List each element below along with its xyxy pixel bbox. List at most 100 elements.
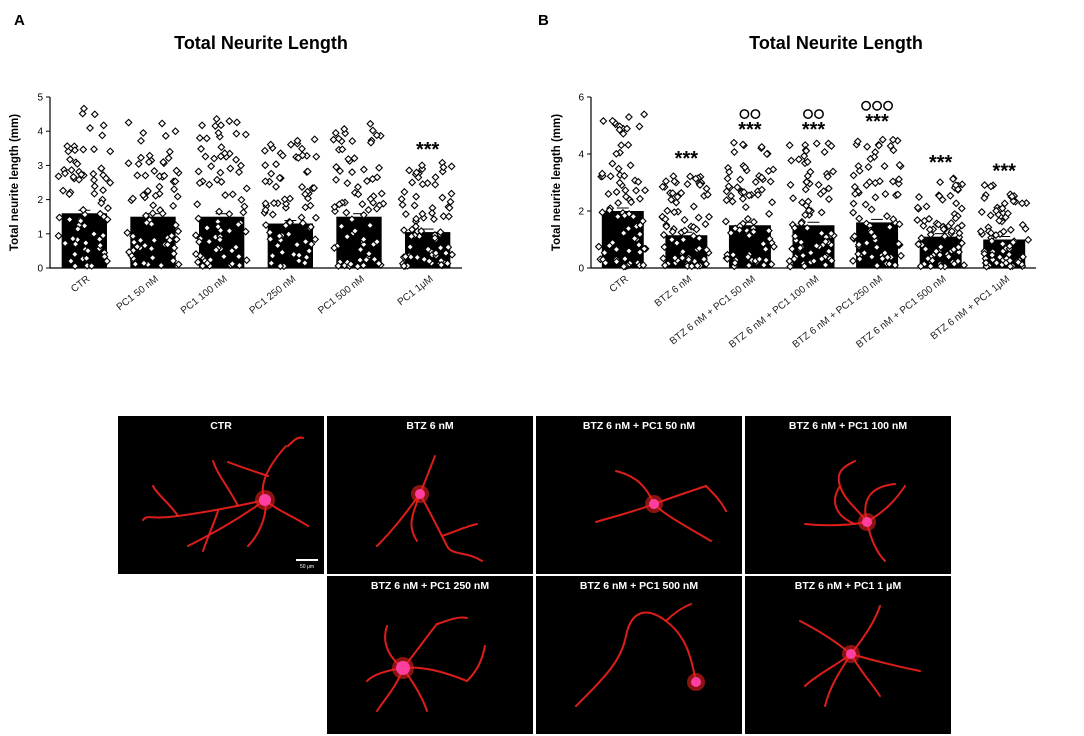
data-point [98,131,107,140]
y-tick-label: 4 [37,127,43,138]
data-point [151,191,160,200]
data-point [672,239,681,248]
data-point [634,177,643,186]
soma [259,494,271,506]
data-point [745,191,754,200]
data-point [344,155,353,164]
data-point [849,208,858,217]
significance-label: *** [416,139,440,161]
data-point [619,262,628,271]
data-point [213,175,222,184]
data-point [980,194,989,203]
data-point [375,163,384,172]
neuron-image [799,605,921,707]
data-point [1003,209,1012,218]
data-point [439,163,448,172]
data-point [849,171,858,180]
data-point [169,256,178,265]
data-point [635,230,644,239]
data-point [278,248,287,257]
data-point [104,204,112,213]
neurite [799,620,852,655]
data-point [436,228,445,237]
data-point [71,262,80,271]
x-tick-label: PC1 1μM [396,274,436,308]
data-point [266,140,275,149]
data-point [636,248,644,257]
data-point [729,250,738,259]
data-point [231,243,240,252]
data-point [164,154,173,163]
neurite [850,653,921,672]
data-point [372,131,381,140]
data-point [765,234,774,243]
data-point [957,221,966,230]
data-point [614,198,623,207]
data-point [398,200,407,209]
data-point [667,235,676,244]
data-point [739,188,748,197]
data-point [55,213,64,222]
data-point [81,238,90,247]
data-point [232,129,241,138]
data-point [87,261,96,270]
data-point [278,151,287,160]
data-point [158,209,167,218]
data-point [150,236,159,245]
micrograph-btz-pc1-250: BTZ 6 nM + PC1 250 nM [327,576,533,734]
data-point [894,239,903,248]
data-point [870,153,879,162]
data-point [605,241,614,250]
data-point [824,247,833,256]
data-point [817,208,826,217]
data-point [594,242,603,251]
data-point [599,117,608,125]
data-point [936,243,945,251]
data-point [161,131,170,140]
chart-title: Total Neurite Length [174,33,348,53]
data-point [129,232,138,241]
data-point [405,166,414,175]
data-point [823,172,832,181]
data-point [797,238,806,247]
data-point [703,190,712,199]
data-point [954,248,963,257]
data-point [431,173,440,182]
data-point [743,252,752,261]
data-point [241,227,250,236]
data-point [677,189,686,198]
data-point [79,145,88,154]
micrograph-label: BTZ 6 nM + PC1 50 nM [582,420,696,432]
data-point [444,243,453,252]
data-point [982,262,991,271]
data-point [106,147,115,156]
data-point [851,189,860,198]
x-tick-label: PC1 250 nM [248,274,299,317]
data-point [936,178,945,187]
data-point [935,192,944,201]
data-point [205,237,214,246]
data-point [359,211,368,220]
data-point [96,241,105,250]
data-point [280,195,289,204]
data-point [159,158,168,167]
data-point [215,207,224,216]
data-point [77,170,86,179]
data-point [334,134,343,143]
data-point [140,241,149,250]
data-point [335,200,344,209]
data-point [417,227,426,236]
data-point [147,220,156,229]
neurite [653,503,712,542]
chart-b-total-neurite-length: Total Neurite Length Total neurite length… [551,33,1036,351]
data-point [866,154,875,163]
data-point [615,125,624,134]
data-point [97,199,106,208]
data-point [63,142,72,151]
neurite [152,485,179,517]
data-point [90,189,99,198]
data-point [312,152,321,161]
data-point [306,201,315,210]
significance-circle [861,100,872,111]
neurite [212,460,239,507]
